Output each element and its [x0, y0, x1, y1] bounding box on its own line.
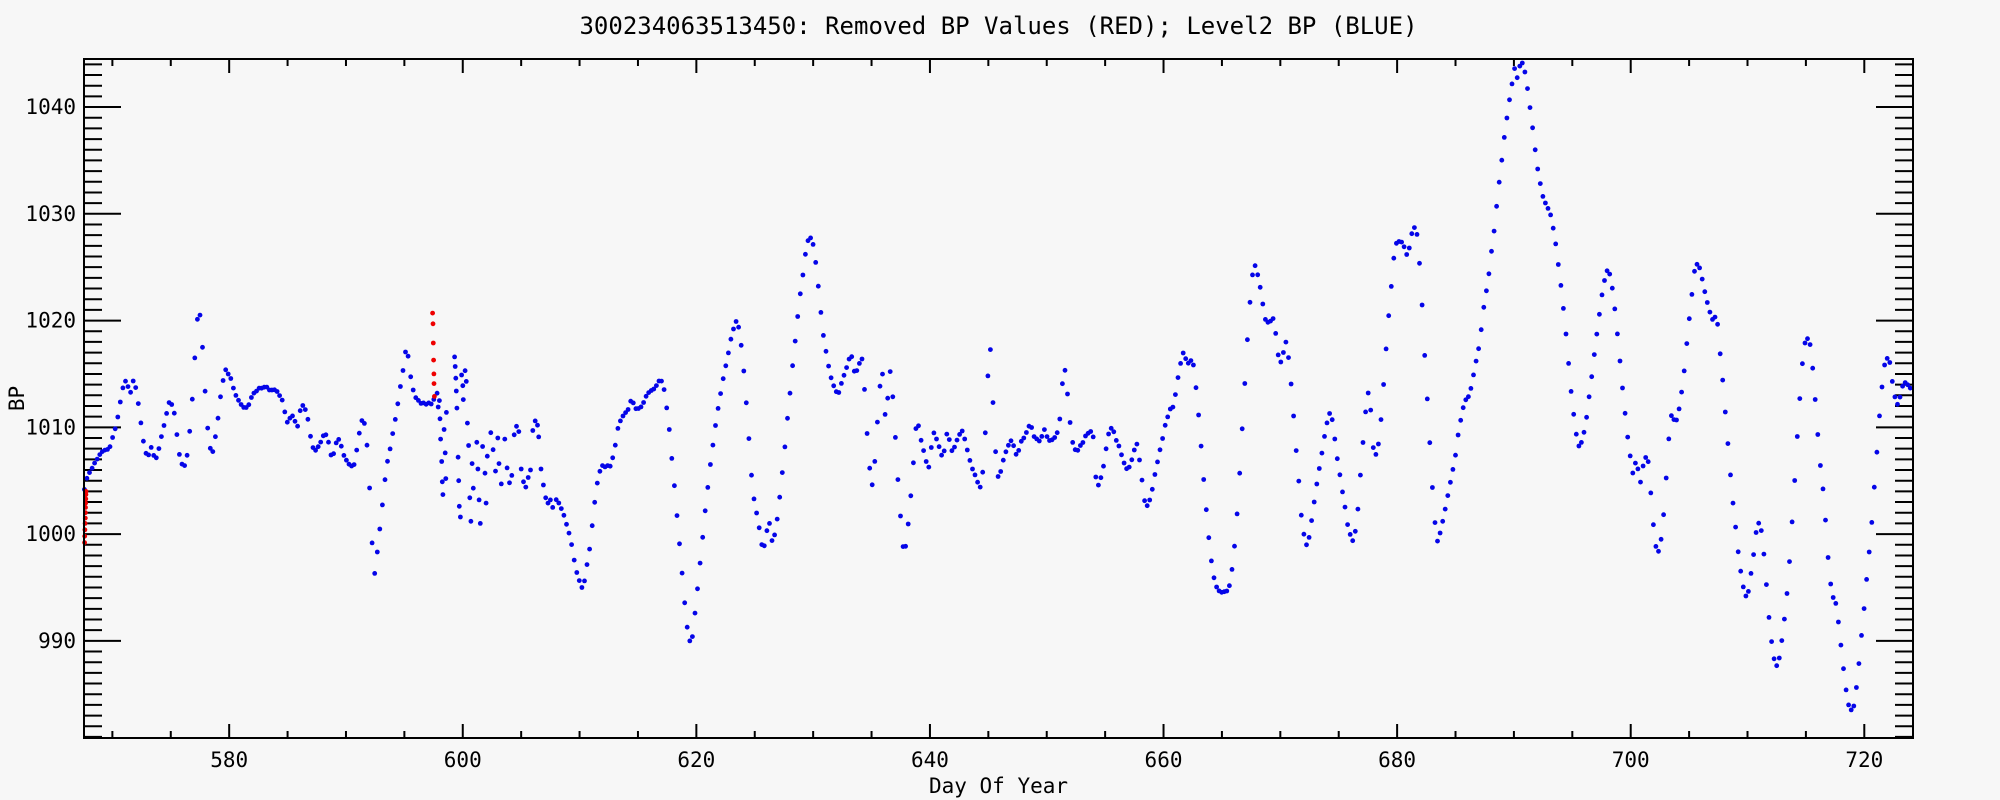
- svg-text:720: 720: [1845, 748, 1883, 772]
- svg-text:680: 680: [1378, 748, 1416, 772]
- svg-text:1020: 1020: [25, 309, 76, 333]
- svg-text:660: 660: [1145, 748, 1183, 772]
- plot-border: [83, 58, 1914, 739]
- svg-text:1000: 1000: [25, 522, 76, 546]
- y-axis-label: BP: [5, 386, 29, 411]
- x-axis-label: Day Of Year: [929, 774, 1068, 798]
- svg-text:1030: 1030: [25, 202, 76, 226]
- svg-text:580: 580: [210, 748, 248, 772]
- y-tick-labels: 990 1000 1010 1020 1030 1040: [25, 95, 76, 653]
- svg-text:600: 600: [444, 748, 482, 772]
- axis-ticks: [84, 59, 1913, 738]
- data-points-layer: [82, 60, 1913, 713]
- x-tick-labels: 580 600 620 640 660 680 700 720: [210, 748, 1883, 772]
- svg-text:700: 700: [1612, 748, 1650, 772]
- svg-text:1040: 1040: [25, 95, 76, 119]
- svg-text:640: 640: [911, 748, 949, 772]
- svg-text:1010: 1010: [25, 415, 76, 439]
- svg-text:990: 990: [38, 629, 76, 653]
- svg-text:620: 620: [677, 748, 715, 772]
- chart-title: 300234063513450: Removed BP Values (RED)…: [579, 12, 1417, 40]
